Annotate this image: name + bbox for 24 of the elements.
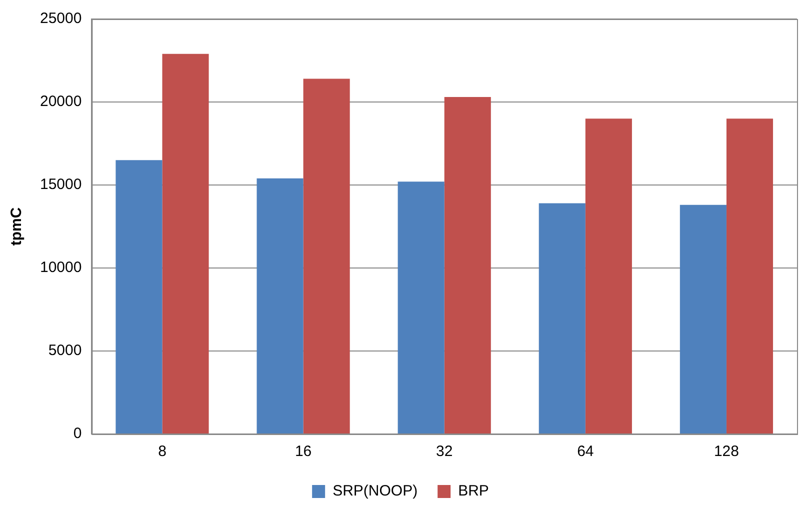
- bar: [303, 78, 350, 434]
- bar: [256, 178, 304, 434]
- x-tick-label: 32: [436, 443, 453, 460]
- y-tick-label: 25000: [40, 10, 82, 28]
- x-tick-label: 8: [158, 443, 166, 460]
- y-tick-label: 10000: [40, 259, 82, 276]
- bar: [585, 118, 632, 434]
- bar: [116, 160, 162, 434]
- y-tick-label: 0: [73, 425, 82, 442]
- y-tick-label: 15000: [40, 176, 82, 194]
- y-axis-title: tpmC: [8, 207, 26, 246]
- bar: [162, 54, 209, 434]
- bar: [538, 203, 586, 434]
- x-tick-label: 16: [294, 443, 312, 460]
- bar: [398, 182, 444, 434]
- bar: [726, 118, 774, 434]
- bar: [444, 97, 491, 434]
- y-tick-label: 5000: [48, 342, 82, 360]
- legend-label: BRP: [458, 482, 489, 500]
- x-tick-label: 64: [577, 443, 594, 460]
- legend-label: SRP(NOOP): [332, 482, 418, 500]
- bar: [680, 204, 726, 434]
- x-tick-label: 128: [714, 443, 739, 460]
- y-tick-label: 20000: [40, 93, 82, 110]
